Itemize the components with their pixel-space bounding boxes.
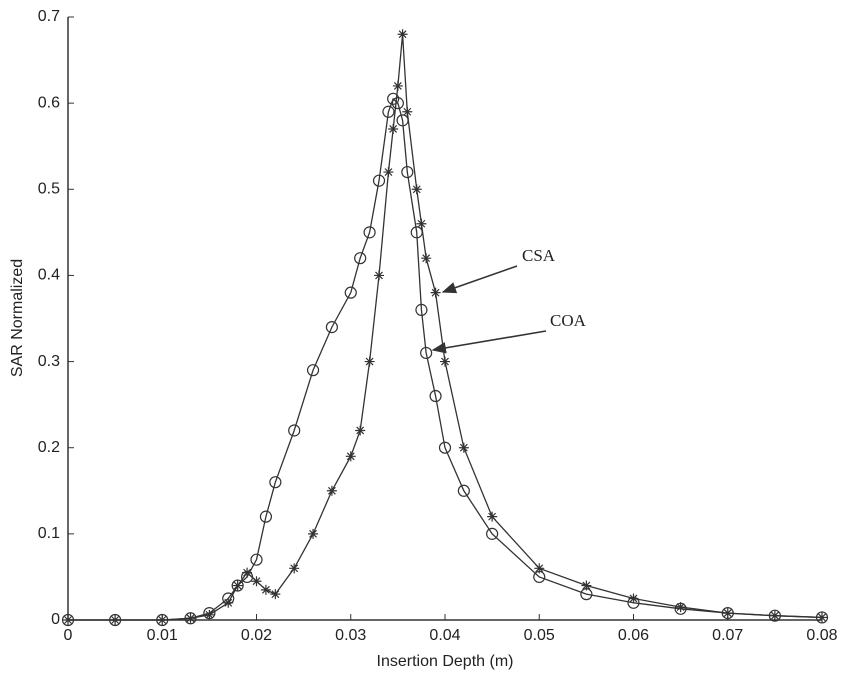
x-tick-label: 0.01 [147, 627, 178, 644]
y-tick-label: 0.7 [38, 8, 60, 25]
marker-star [388, 124, 398, 134]
x-tick-label: 0.08 [806, 627, 837, 644]
marker-star [270, 589, 280, 599]
x-tick-label: 0.06 [618, 627, 649, 644]
x-tick-label: 0.03 [335, 627, 366, 644]
y-tick-label: 0.1 [38, 525, 60, 542]
x-axis-label: Insertion Depth (m) [377, 653, 514, 670]
x-tick-label: 0.05 [524, 627, 555, 644]
marker-star [346, 451, 356, 461]
y-axis-label: SAR Normalized [9, 259, 26, 377]
y-tick-label: 0.3 [38, 353, 60, 370]
x-tick-label: 0.07 [712, 627, 743, 644]
series-line [68, 34, 822, 620]
marker-star [421, 253, 431, 263]
y-tick-label: 0.4 [38, 267, 60, 284]
y-tick-label: 0 [51, 611, 60, 628]
x-tick-label: 0.04 [429, 627, 460, 644]
x-tick-label: 0 [64, 627, 73, 644]
marker-star [440, 357, 450, 367]
y-tick-label: 0.5 [38, 181, 60, 198]
marker-star [308, 529, 318, 539]
marker-star [365, 357, 375, 367]
marker-star [412, 184, 422, 194]
marker-star [355, 425, 365, 435]
annotation-arrow [443, 266, 517, 292]
marker-star [487, 512, 497, 522]
marker-star [374, 270, 384, 280]
chart: Insertion Depth (m) SAR Normalized 0 0.1 0… [0, 0, 842, 676]
marker-star [327, 486, 337, 496]
marker-star [383, 167, 393, 177]
annotation-arrow [433, 331, 546, 350]
x-tick-label: 0.02 [241, 627, 272, 644]
marker-star [431, 288, 441, 298]
y-tick-label: 0.6 [38, 94, 60, 111]
marker-star [393, 81, 403, 91]
y-tick-label: 0.2 [38, 439, 60, 456]
marker-star [261, 585, 271, 595]
annotation: CSA [522, 246, 556, 265]
marker-star [398, 29, 408, 39]
annotation: COA [550, 311, 587, 330]
marker-star [459, 443, 469, 453]
marker-star [289, 563, 299, 573]
